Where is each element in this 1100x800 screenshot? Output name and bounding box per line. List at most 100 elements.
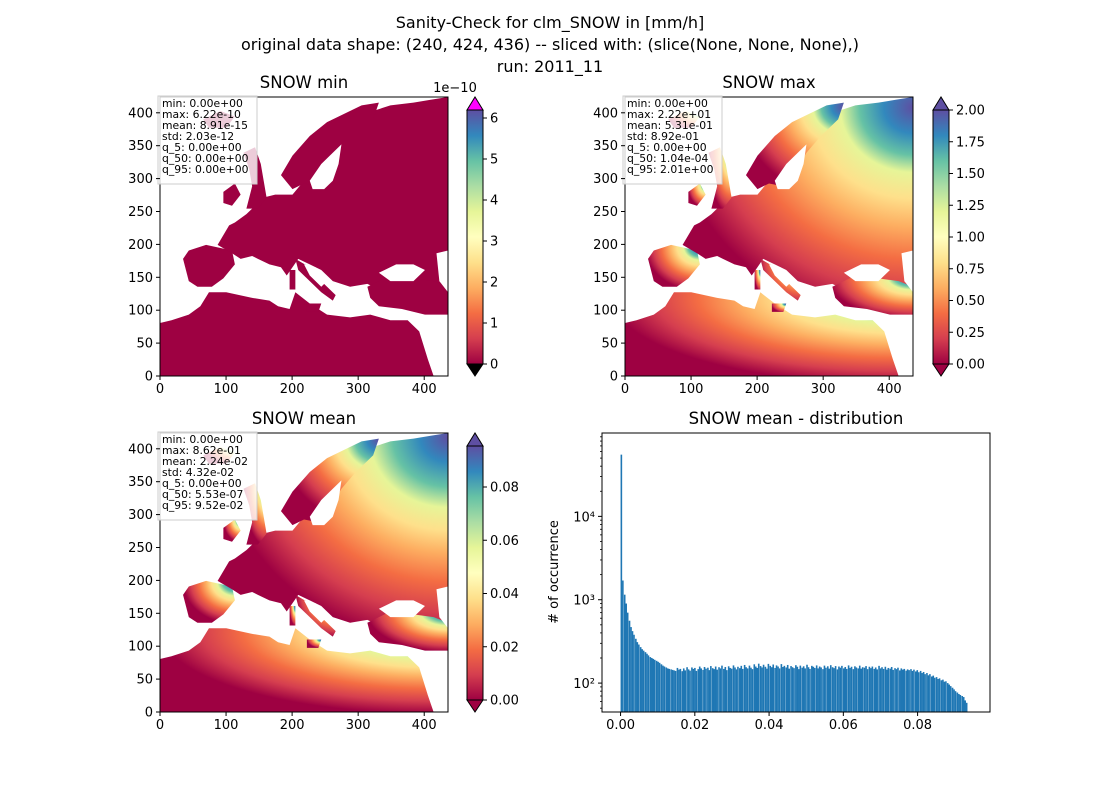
histogram-bar (889, 668, 891, 712)
histogram-bar (839, 667, 842, 712)
histogram-bar (679, 668, 682, 712)
histogram-bar (620, 454, 623, 712)
histogram-bar (873, 668, 876, 712)
panel-snow-min: SNOW min min: 0.00e+00 max: 6.22e-10 mea… (128, 73, 498, 397)
histogram-bar (790, 666, 792, 712)
histogram-bar (730, 668, 733, 712)
stat-line: q_95: 9.52e-02 (162, 499, 243, 512)
histogram-bar (894, 668, 896, 712)
histogram-bar (927, 675, 930, 712)
histogram-bar (716, 669, 718, 712)
colorbar-extend-bottom (466, 363, 484, 377)
histogram-bar (855, 667, 858, 712)
histogram-bar (924, 674, 926, 712)
y-tick-label: 150 (593, 271, 618, 286)
histogram-bar (857, 668, 860, 712)
histogram-bar (638, 644, 640, 712)
histogram-bar (917, 672, 920, 712)
suptitle-line-1: Sanity-Check for clm_SNOW in [mm/h] (396, 13, 704, 33)
y-tick-label: 250 (128, 205, 153, 220)
histogram-bar (905, 670, 907, 712)
histogram-bar (788, 668, 790, 712)
histogram-bar (881, 667, 883, 712)
histogram-bar (842, 668, 845, 712)
map-frame (159, 96, 449, 377)
colorbar-tick-label: 6 (490, 112, 498, 127)
stat-line: q_5: 0.00e+00 (162, 477, 242, 490)
histogram-bar (903, 668, 906, 712)
x-tick-label: 0.04 (755, 718, 784, 733)
histogram-bar (670, 669, 672, 712)
histogram-bar (775, 665, 778, 712)
histogram-bar (949, 686, 952, 712)
histogram-bar (697, 669, 700, 712)
histogram-bar (833, 668, 835, 712)
x-tick-label: 0 (156, 718, 164, 733)
histogram-bar (780, 664, 783, 712)
x-tick-label: 100 (214, 382, 239, 397)
histogram-axes: 0.00 0.02 0.04 0.06 0.08 10² 10³ 10⁴ (573, 436, 932, 733)
colorbar-tick-label: 2.00 (956, 104, 985, 119)
stat-line: q_5: 0.00e+00 (627, 141, 707, 154)
histogram-bar (657, 661, 659, 712)
histogram-bar (913, 669, 915, 712)
histogram-bar (865, 666, 867, 712)
histogram-bar (778, 668, 781, 712)
histogram-bar (938, 678, 941, 712)
x-tick-label: 400 (877, 382, 902, 397)
colorbar-tick-label: 0.02 (490, 640, 519, 655)
histogram-bar (806, 664, 808, 712)
histogram-bar (767, 663, 770, 712)
suptitle-line-2: original data shape: (240, 424, 436) -- … (241, 35, 859, 54)
stat-line: q_50: 1.04e-04 (627, 152, 709, 165)
histogram-bar (831, 667, 834, 712)
histogram-bar (714, 666, 717, 712)
y-tick-label: 300 (128, 508, 153, 523)
y-tick-label: 100 (128, 640, 153, 655)
histogram-bar (897, 667, 899, 712)
y-tick-label: 250 (593, 205, 618, 220)
stat-line: min: 0.00e+00 (162, 97, 243, 110)
histogram-bar (655, 660, 658, 712)
panel-snow-mean: SNOW mean min: 0.00e+00 max: 8.62e-01 me… (128, 409, 519, 733)
histogram-bar (666, 668, 669, 712)
y-tick-label: 50 (136, 673, 153, 688)
histogram-bar (940, 680, 943, 712)
x-tick-label: 0.02 (680, 718, 709, 733)
y-axis: 0 50 100 150 200 250 300 350 400 (593, 106, 625, 385)
histogram-bar (906, 669, 909, 712)
y-tick-label: 50 (601, 337, 618, 352)
y-tick-label: 0 (610, 370, 618, 385)
histogram-bar (847, 665, 850, 712)
colorbar-tick-label: 1 (490, 317, 498, 332)
stat-line: mean: 2.24e-02 (162, 455, 248, 468)
histogram-bar (915, 671, 917, 712)
histogram-bar (879, 668, 882, 712)
histogram-bar (759, 666, 762, 712)
histogram-bar (908, 670, 910, 712)
stat-line: q_50: 0.00e+00 (162, 152, 249, 165)
histogram-bar (815, 665, 818, 712)
colorbar-bar (932, 109, 950, 365)
histogram-bar (678, 669, 680, 712)
histogram-bar (774, 667, 776, 712)
y-tick-label: 400 (593, 106, 618, 121)
histogram-bar (622, 580, 624, 712)
histogram-bar (708, 670, 711, 712)
histogram-bar (756, 667, 759, 712)
histogram-bar (820, 667, 822, 712)
y-axis: 0 50 100 150 200 250 300 350 400 (128, 106, 160, 385)
colorbar-offset-label: 1e−10 (433, 81, 477, 96)
stat-line: q_95: 2.01e+00 (627, 163, 714, 176)
y-axis: 0 50 100 150 200 250 300 350 400 (128, 442, 160, 721)
y-tick-label: 10² (573, 677, 595, 692)
histogram-bar (689, 670, 691, 712)
y-tick-label: 200 (593, 238, 618, 253)
histogram-bar (861, 667, 864, 712)
colorbar: 1e−10 0 1 2 3 4 5 6 (433, 81, 498, 377)
plot-frame (601, 432, 991, 713)
histogram-bar (785, 667, 788, 712)
histogram-bar (691, 667, 693, 712)
histogram-bar (932, 675, 935, 712)
stat-line: max: 8.62e-01 (162, 444, 241, 457)
